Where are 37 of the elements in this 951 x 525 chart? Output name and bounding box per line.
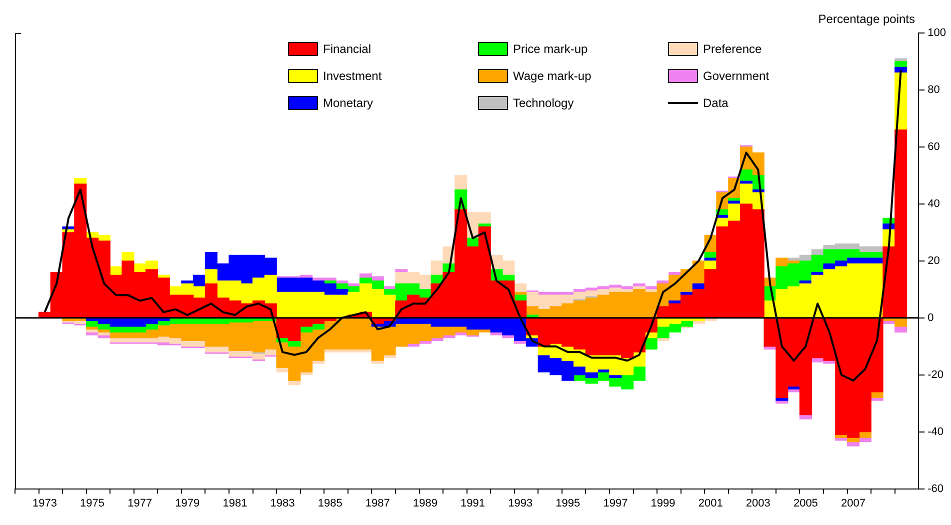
legend-label: Price mark-up [513, 42, 588, 56]
x-tick-label: 2007 [841, 497, 866, 510]
legend-label: Monetary [323, 96, 374, 110]
x-tick-label: 1977 [128, 497, 152, 510]
y-tick-label: 0 [928, 312, 934, 324]
y-axis-title: Percentage points [818, 12, 915, 26]
legend-label: Government [703, 68, 770, 82]
y-tick-label: -40 [928, 426, 944, 438]
x-tick-label: 2001 [698, 497, 723, 510]
y-tick-label: 40 [928, 198, 940, 210]
y-tick-label: 60 [928, 140, 940, 153]
x-tick-label: 1993 [508, 497, 533, 510]
y-tick-label: 80 [928, 84, 940, 96]
x-tick-label: 1987 [365, 497, 390, 510]
x-tick-label: 1989 [412, 497, 438, 510]
y-tick-label: 100 [928, 27, 946, 40]
x-tick-label: 1999 [650, 497, 676, 510]
x-tick-label: 1975 [80, 497, 105, 510]
legend-label: Preference [703, 42, 762, 56]
x-tick-label: 1979 [175, 497, 200, 510]
y-tick-label: -60 [928, 482, 944, 495]
x-tick-label: 1995 [556, 497, 580, 510]
x-tick-label: 1983 [270, 497, 295, 510]
x-tick-label: 1991 [460, 497, 486, 510]
legend-label: Data [703, 96, 728, 110]
x-tick-label: 1981 [222, 497, 248, 510]
x-tick-label: 1985 [318, 497, 342, 510]
legend-label: Investment [323, 68, 382, 82]
x-tick-label: 1973 [32, 497, 57, 510]
x-tick-label: 1997 [603, 497, 628, 510]
legend-label: Financial [323, 42, 372, 56]
x-tick-label: 2005 [793, 497, 818, 510]
x-tick-label: 2003 [746, 497, 770, 510]
y-tick-label: 20 [928, 254, 940, 267]
legend-label: Technology [513, 96, 574, 110]
y-tick-label: -20 [928, 368, 944, 381]
legend-label: Wage mark-up [513, 68, 592, 82]
